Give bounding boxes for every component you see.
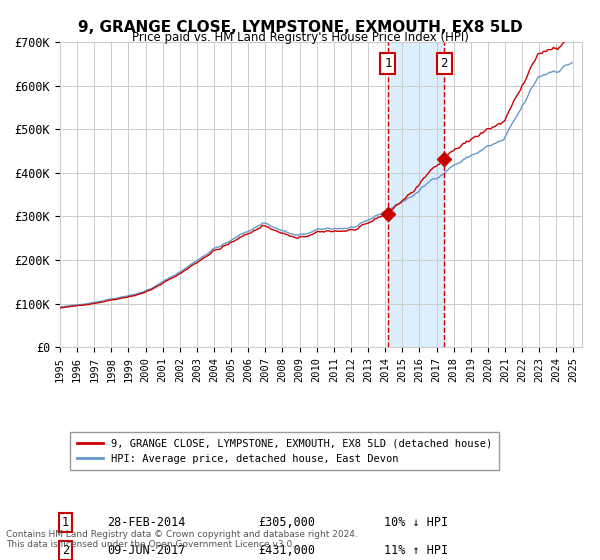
Bar — [388, 42, 444, 347]
Text: 10% ↓ HPI: 10% ↓ HPI — [383, 516, 448, 529]
Text: This data is licensed under the Open Government Licence v3.0.: This data is licensed under the Open Gov… — [6, 540, 295, 549]
Text: 11% ↑ HPI: 11% ↑ HPI — [383, 544, 448, 557]
Legend: 9, GRANGE CLOSE, LYMPSTONE, EXMOUTH, EX8 5LD (detached house), HPI: Average pric: 9, GRANGE CLOSE, LYMPSTONE, EXMOUTH, EX8… — [70, 432, 499, 470]
Text: Price paid vs. HM Land Registry's House Price Index (HPI): Price paid vs. HM Land Registry's House … — [131, 31, 469, 44]
Text: 09-JUN-2017: 09-JUN-2017 — [107, 544, 185, 557]
Text: 1: 1 — [62, 516, 69, 529]
Text: £305,000: £305,000 — [259, 516, 316, 529]
Text: 2: 2 — [440, 57, 448, 70]
Text: £431,000: £431,000 — [259, 544, 316, 557]
Text: 28-FEB-2014: 28-FEB-2014 — [107, 516, 185, 529]
Text: Contains HM Land Registry data © Crown copyright and database right 2024.: Contains HM Land Registry data © Crown c… — [6, 530, 358, 539]
Text: 2: 2 — [62, 544, 69, 557]
Text: 1: 1 — [384, 57, 392, 70]
Text: 9, GRANGE CLOSE, LYMPSTONE, EXMOUTH, EX8 5LD: 9, GRANGE CLOSE, LYMPSTONE, EXMOUTH, EX8… — [77, 20, 523, 35]
